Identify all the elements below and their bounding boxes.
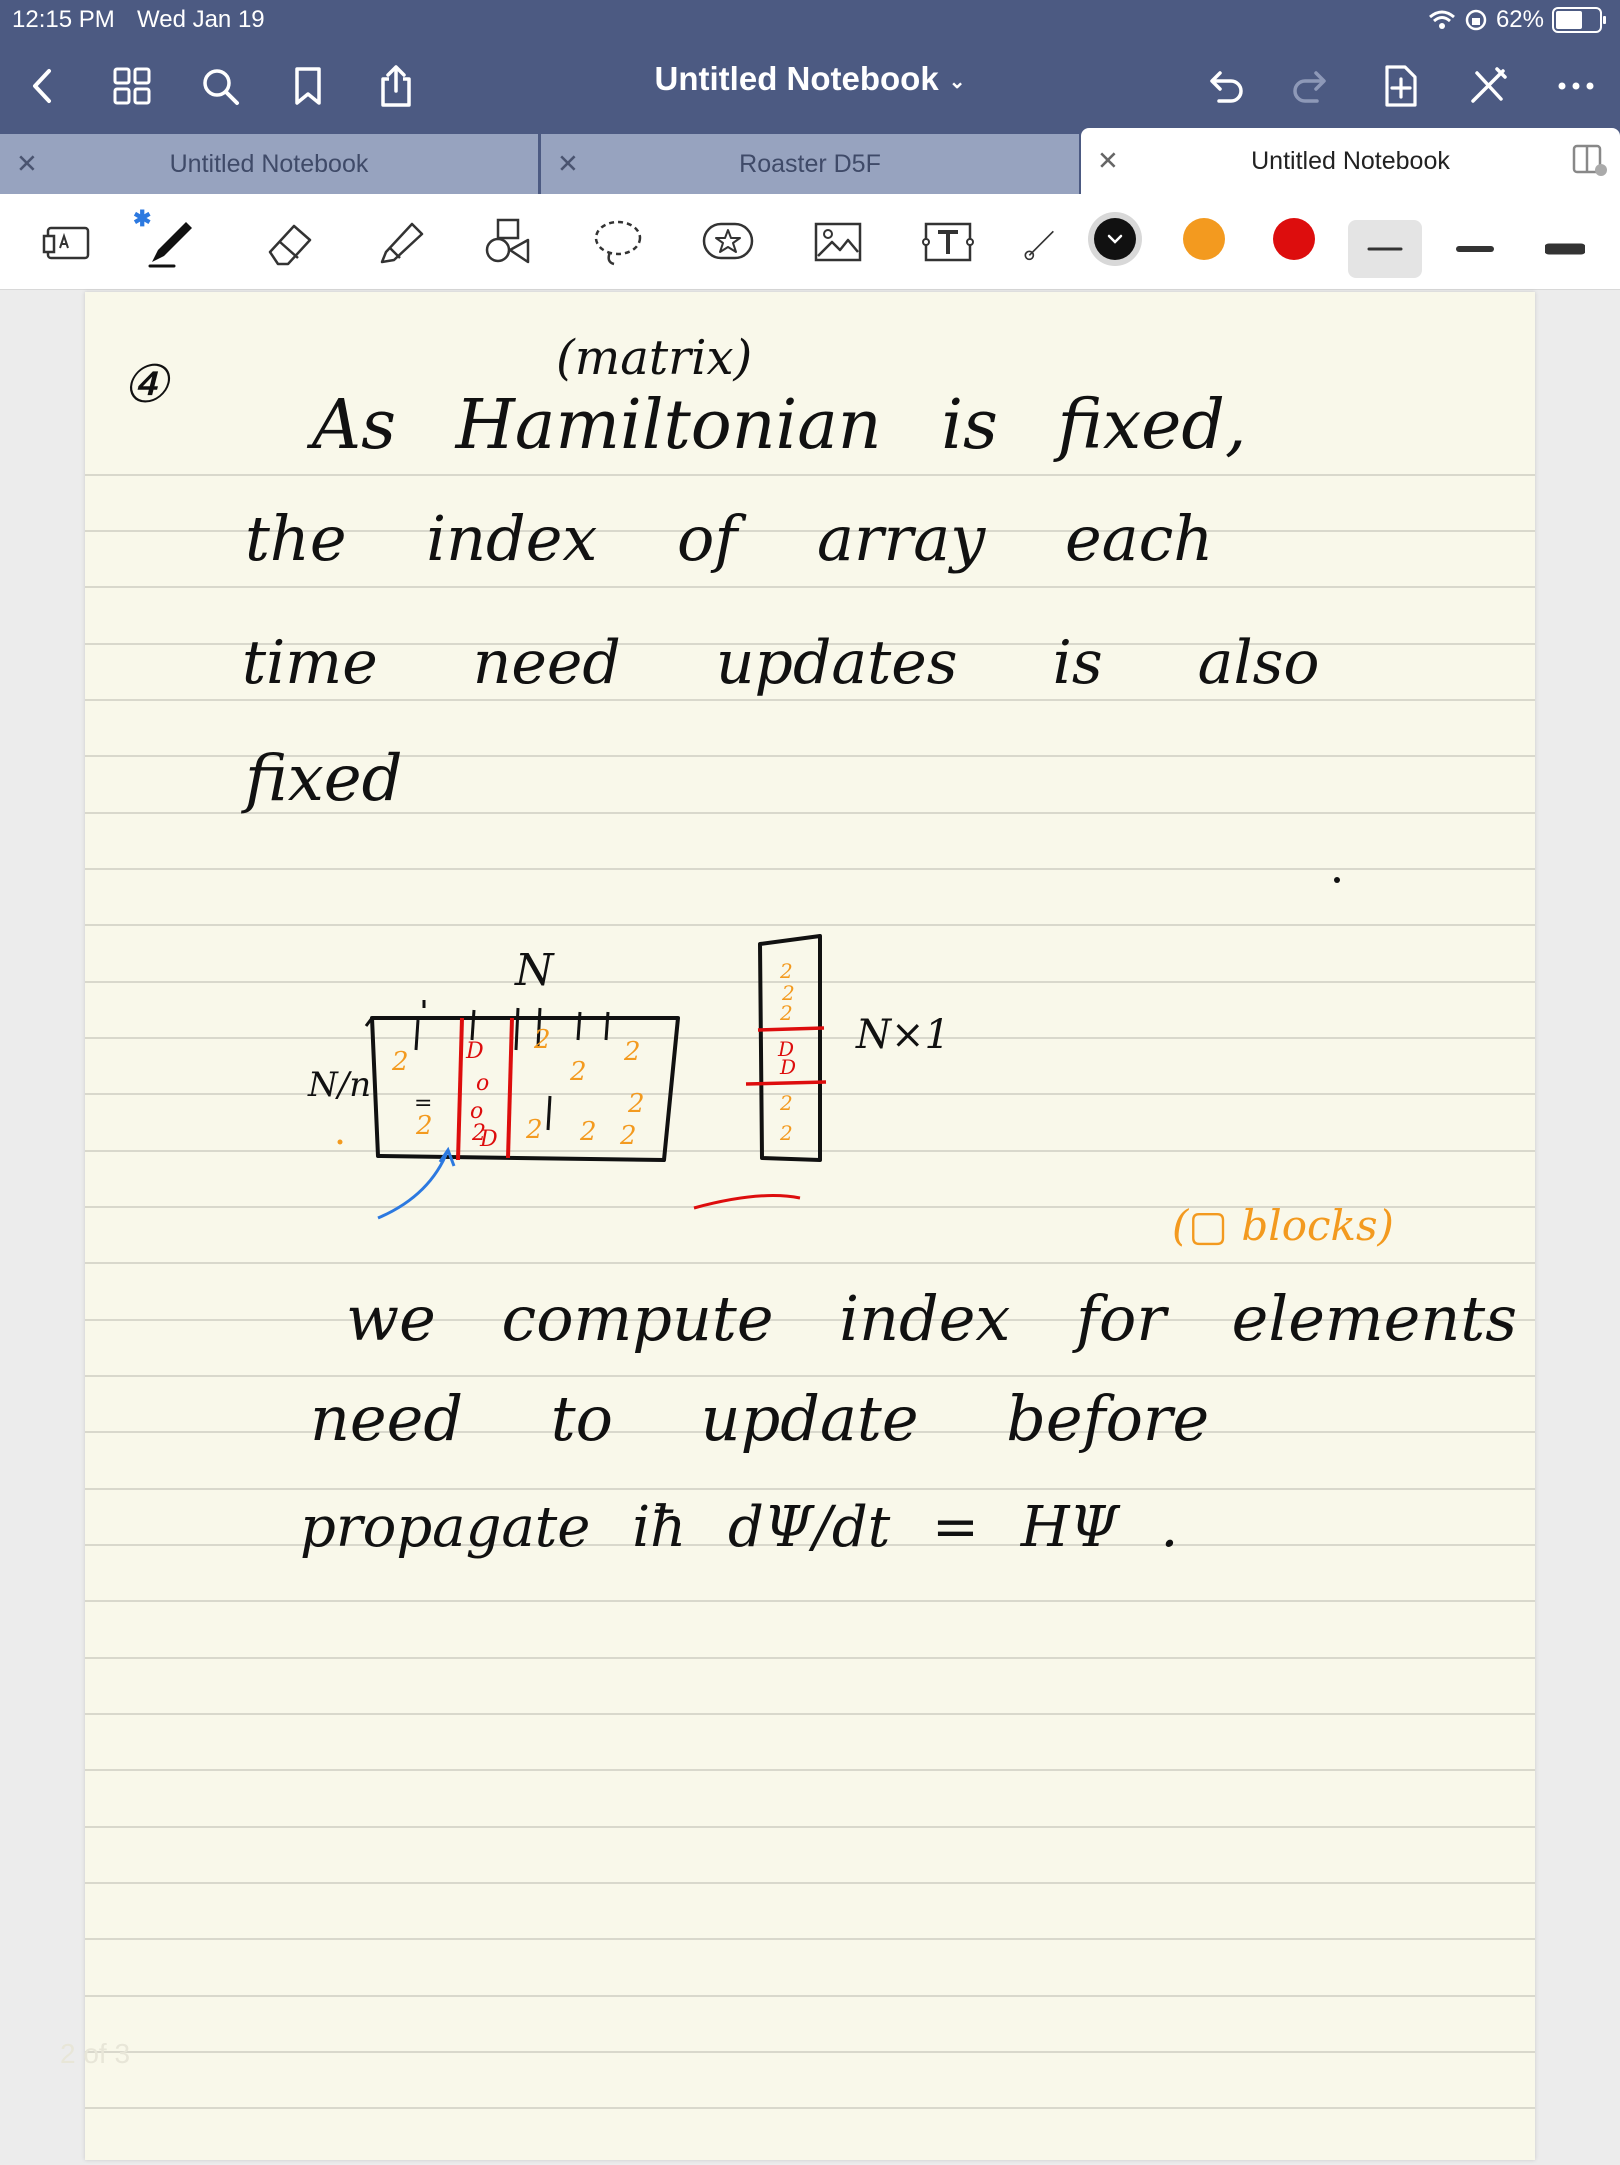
stroke-thin[interactable]	[1348, 220, 1422, 278]
wifi-icon	[1428, 10, 1455, 29]
sticker-star-icon	[702, 222, 754, 260]
stroke-medium[interactable]	[1438, 220, 1512, 278]
lasso-tool[interactable]	[586, 210, 650, 274]
grid-icon[interactable]	[104, 58, 160, 114]
search-icon[interactable]	[192, 58, 248, 114]
ruled-lines	[85, 474, 1535, 2109]
image-tool[interactable]	[806, 210, 870, 274]
redo-icon[interactable]	[1284, 58, 1340, 114]
undo-icon[interactable]	[1196, 58, 1252, 114]
pen-icon	[148, 222, 192, 268]
top-bar: 12:15 PM Wed Jan 19 62% Untitled Noteboo…	[0, 0, 1620, 132]
notebook-title-text: Untitled Notebook	[654, 60, 939, 97]
shapes-icon	[485, 218, 530, 264]
status-date: Wed Jan 19	[137, 6, 265, 33]
back-icon[interactable]	[16, 58, 72, 114]
bluetooth-icon: ✱	[133, 206, 152, 231]
sticker-tool[interactable]	[696, 210, 760, 274]
share-icon[interactable]	[368, 58, 424, 114]
color-black[interactable]	[1094, 218, 1136, 260]
tab-label: Untitled Notebook	[1251, 146, 1450, 175]
laser-pointer-icon	[1024, 230, 1054, 261]
tab-label: Untitled Notebook	[169, 149, 369, 178]
tab-label: Roaster D5F	[739, 149, 881, 178]
pen-tool[interactable]	[138, 210, 202, 274]
color-orange[interactable]	[1183, 218, 1225, 260]
image-icon	[814, 222, 862, 262]
status-time: 12:15 PM	[12, 6, 115, 33]
color-red[interactable]	[1273, 218, 1315, 260]
orientation-lock-icon	[1465, 9, 1487, 31]
eraser-icon	[268, 224, 312, 266]
chevron-down-icon: ⌄	[948, 70, 966, 93]
laser-tool[interactable]	[1020, 210, 1060, 274]
keyboard-tool[interactable]	[34, 210, 98, 274]
tab-roaster-d5f[interactable]: ✕ Roaster D5F	[541, 134, 1079, 194]
battery-percent: 62%	[1495, 6, 1544, 33]
stroke-medium-icon	[1456, 246, 1494, 252]
keyboard-tool-icon	[42, 226, 90, 260]
chevron-down-icon	[1107, 234, 1123, 244]
stroke-thin-icon	[1367, 247, 1403, 251]
tab-close-icon[interactable]: ✕	[1097, 145, 1119, 176]
notebook-page[interactable]	[85, 292, 1535, 2160]
shapes-tool[interactable]	[476, 210, 540, 274]
tab-close-icon[interactable]: ✕	[557, 148, 579, 179]
split-view-icon[interactable]	[1570, 140, 1608, 178]
notebook-title[interactable]: Untitled Notebook ⌄	[655, 60, 966, 98]
highlighter-icon	[380, 222, 424, 264]
more-icon[interactable]	[1548, 58, 1604, 114]
battery-level	[1556, 11, 1583, 29]
bookmark-icon[interactable]	[280, 58, 336, 114]
tab-bar: ✕ Untitled Notebook ✕ Roaster D5F ✕ Unti…	[0, 128, 1620, 194]
add-page-icon[interactable]	[1372, 58, 1428, 114]
status-indicators: 62%	[1428, 6, 1606, 34]
tab-untitled-notebook-active[interactable]: ✕ Untitled Notebook	[1081, 128, 1620, 194]
lasso-icon	[594, 220, 642, 266]
highlighter-tool[interactable]	[368, 210, 432, 274]
stroke-thick-icon	[1545, 243, 1585, 255]
text-box-icon	[922, 222, 974, 262]
eraser-tool[interactable]	[258, 210, 322, 274]
text-tool[interactable]	[916, 210, 980, 274]
battery-icon	[1552, 7, 1606, 33]
tab-untitled-notebook-1[interactable]: ✕ Untitled Notebook	[0, 134, 538, 194]
tab-close-icon[interactable]: ✕	[16, 148, 38, 179]
close-pen-icon[interactable]	[1460, 58, 1516, 114]
stroke-thick[interactable]	[1528, 220, 1602, 278]
page-number: 2 of 3	[60, 2038, 131, 2069]
